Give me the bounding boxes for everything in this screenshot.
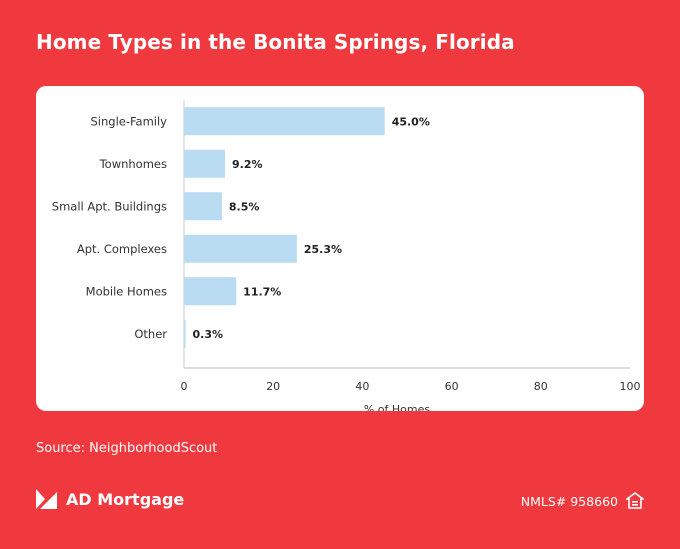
category-label: Small Apt. Buildings: [52, 199, 167, 213]
x-tick-label: 40: [355, 380, 369, 393]
brand: AD Mortgage: [36, 487, 184, 511]
data-label: 0.3%: [193, 328, 224, 341]
ad-mortgage-logo-icon: [36, 489, 57, 509]
bar: [184, 107, 385, 136]
x-axis-title: % of Homes: [364, 403, 431, 411]
bar-chart: Single-Family 45.0% Townhomes 9.2% Small Apt…: [52, 100, 641, 411]
nmls-number: NMLS# 958660: [520, 493, 618, 509]
x-tick-label: 100: [620, 380, 641, 393]
bar: [184, 319, 186, 348]
data-label: 8.5%: [229, 200, 260, 213]
x-tick-label: 60: [445, 380, 459, 393]
brand-name: AD Mortgage: [66, 489, 185, 509]
data-label: 25.3%: [304, 243, 342, 256]
category-label: Townhomes: [99, 157, 167, 171]
category-label: Mobile Homes: [86, 284, 167, 298]
data-label: 11.7%: [243, 285, 281, 298]
bar: [184, 149, 226, 178]
equal-housing-opportunity-icon: [626, 492, 644, 509]
x-tick-label: 20: [266, 380, 280, 393]
source-note: Source: NeighborhoodScout: [36, 441, 218, 456]
bar: [184, 234, 297, 263]
category-label: Apt. Complexes: [77, 242, 167, 256]
bar: [184, 192, 222, 221]
chart-card: Single-Family 45.0% Townhomes 9.2% Small Apt…: [36, 86, 644, 411]
x-tick-label: 0: [181, 380, 188, 393]
category-label: Single-Family: [90, 114, 167, 128]
category-label: Other: [134, 327, 167, 341]
chart-title: Home Types in the Bonita Springs, Florid…: [36, 30, 515, 54]
data-label: 45.0%: [392, 115, 430, 128]
nmls-block: NMLS# 958660: [521, 492, 644, 510]
data-label: 9.2%: [232, 158, 263, 171]
bar: [184, 277, 237, 306]
x-tick-label: 80: [534, 380, 548, 393]
